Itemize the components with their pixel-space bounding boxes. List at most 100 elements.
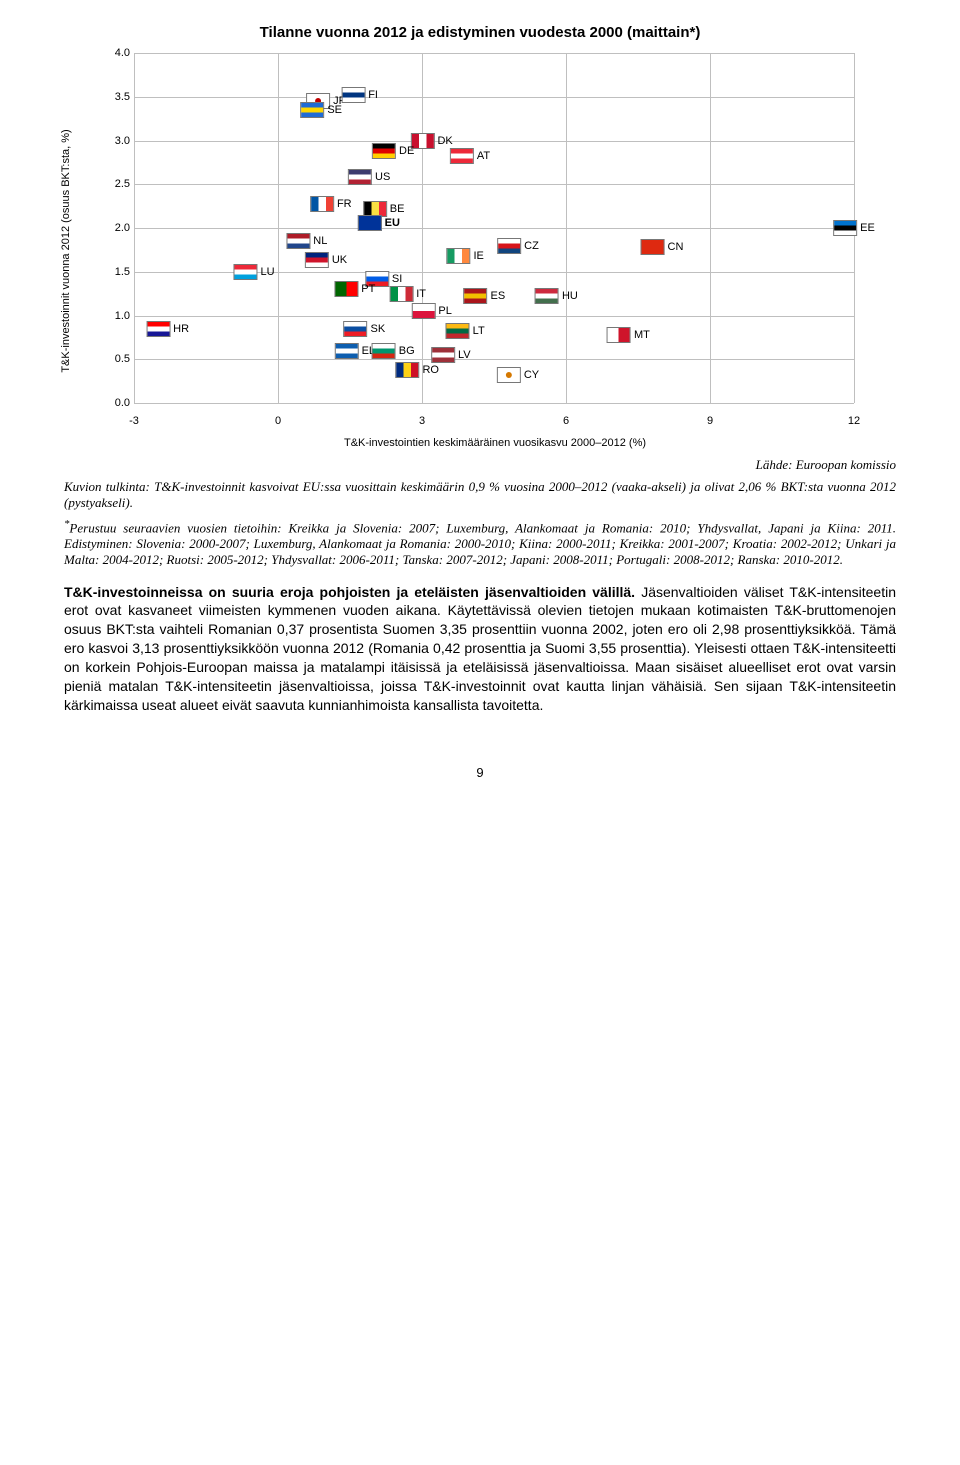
chart-xtick: -3 <box>129 415 139 427</box>
flag-icon <box>641 239 665 255</box>
chart-point-label: DE <box>399 145 414 157</box>
flag-icon <box>348 169 372 185</box>
chart-gridline-h <box>134 141 854 142</box>
footnote-data-years-text: Perustuu seuraavien vuosien tietoihin: K… <box>64 520 896 568</box>
flag-icon <box>446 248 470 264</box>
chart-point-label: FI <box>368 89 378 101</box>
footnote-data-years: *Perustuu seuraavien vuosien tietoihin: … <box>64 518 896 569</box>
chart-point-es: ES <box>464 288 506 304</box>
chart-gridline-h <box>134 184 854 185</box>
chart-point-pt: PT <box>334 281 375 297</box>
chart-point-label: US <box>375 171 390 183</box>
flag-icon <box>497 367 521 383</box>
chart-xtick: 6 <box>563 415 569 427</box>
footnote-interpretation: Kuvion tulkinta: T&K-investoinnit kasvoi… <box>64 479 896 512</box>
flag-icon <box>535 288 559 304</box>
chart-point-nl: NL <box>286 233 327 249</box>
chart-point-label: LT <box>473 325 485 337</box>
chart-ytick: 3.5 <box>94 91 130 103</box>
chart-xtick: 0 <box>275 415 281 427</box>
chart-point-lt: LT <box>446 323 485 339</box>
flag-icon <box>233 264 257 280</box>
chart-point-cn: CN <box>641 239 684 255</box>
flag-icon <box>446 323 470 339</box>
chart-xlabel: T&K-investointien keskimääräinen vuosika… <box>94 437 896 449</box>
chart-xtick: 9 <box>707 415 713 427</box>
chart-ytick: 4.0 <box>94 47 130 59</box>
chart-point-el: EL <box>335 343 375 359</box>
chart-point-uk: UK <box>305 252 347 268</box>
chart-xtick: 12 <box>848 415 860 427</box>
chart-gridline-h <box>134 359 854 360</box>
chart-point-label: EE <box>860 222 875 234</box>
chart-point-dk: DK <box>410 133 452 149</box>
chart-point-us: US <box>348 169 390 185</box>
chart-gridline-h <box>134 53 854 54</box>
chart-point-label: UK <box>332 254 347 266</box>
chart-point-label: RO <box>422 364 439 376</box>
chart-gridline-v <box>134 53 135 403</box>
chart-point-label: HR <box>173 323 189 335</box>
chart-point-mt: MT <box>607 327 650 343</box>
chart-point-bg: BG <box>372 343 415 359</box>
chart-point-label: CY <box>524 369 539 381</box>
chart-gridline-v <box>566 53 567 403</box>
chart-point-label: IE <box>473 250 483 262</box>
flag-icon <box>335 343 359 359</box>
chart-point-label: SE <box>327 104 342 116</box>
chart-point-label: MT <box>634 329 650 341</box>
flag-icon <box>497 238 521 254</box>
chart-gridline-h <box>134 228 854 229</box>
flag-icon <box>310 196 334 212</box>
flag-icon <box>607 327 631 343</box>
chart-gridline-v <box>710 53 711 403</box>
chart-point-label: FR <box>337 198 352 210</box>
chart-point-label: PT <box>361 283 375 295</box>
chart-gridline-h <box>134 316 854 317</box>
chart-point-label: BE <box>390 203 405 215</box>
chart-ytick: 3.0 <box>94 135 130 147</box>
chart-ytick: 2.5 <box>94 178 130 190</box>
body-paragraph: T&K-investoinneissa on suuria eroja pohj… <box>64 583 896 715</box>
chart-point-fr: FR <box>310 196 352 212</box>
body-rest: Jäsenvaltioiden väliset T&K-intensiteeti… <box>64 584 896 713</box>
chart-point-label: BG <box>399 345 415 357</box>
chart-point-label: NL <box>313 235 327 247</box>
flag-icon <box>300 102 324 118</box>
chart-plot-area: 0.00.51.01.52.02.53.03.54.0-3036912JPSEF… <box>94 53 854 433</box>
chart-point-label: SK <box>371 323 386 335</box>
flag-icon <box>344 321 368 337</box>
chart-point-se: SE <box>300 102 342 118</box>
body-lead: T&K-investoinneissa on suuria eroja pohj… <box>64 584 635 600</box>
chart-point-ie: IE <box>446 248 483 264</box>
chart-gridline-v <box>278 53 279 403</box>
flag-icon <box>334 281 358 297</box>
flag-icon <box>411 303 435 319</box>
flag-icon <box>431 347 455 363</box>
chart-ylabel: T&K-investoinnit vuonna 2012 (osuus BKT:… <box>60 129 72 372</box>
flag-icon <box>372 343 396 359</box>
chart-point-sk: SK <box>344 321 386 337</box>
flag-icon <box>389 286 413 302</box>
chart-ytick: 1.5 <box>94 266 130 278</box>
chart-point-label: ES <box>491 290 506 302</box>
chart-point-eu: EU <box>358 215 400 231</box>
chart-point-label: AT <box>477 150 490 162</box>
chart-point-fi: FI <box>341 87 378 103</box>
chart-point-lv: LV <box>431 347 471 363</box>
flag-icon <box>833 220 857 236</box>
chart-gridline-v <box>422 53 423 403</box>
page-number: 9 <box>64 765 896 780</box>
chart-point-hr: HR <box>146 321 189 337</box>
chart-point-label: LV <box>458 349 471 361</box>
chart-point-de: DE <box>372 143 414 159</box>
chart-point-label: EU <box>385 217 400 229</box>
chart-point-ee: EE <box>833 220 875 236</box>
chart-point-pl: PL <box>411 303 451 319</box>
chart-point-label: PL <box>438 305 451 317</box>
chart-ytick: 0.0 <box>94 397 130 409</box>
flag-icon <box>464 288 488 304</box>
chart-point-label: IT <box>416 288 426 300</box>
chart-ytick: 1.0 <box>94 310 130 322</box>
chart-container: T&K-investoinnit vuonna 2012 (osuus BKT:… <box>94 53 896 449</box>
